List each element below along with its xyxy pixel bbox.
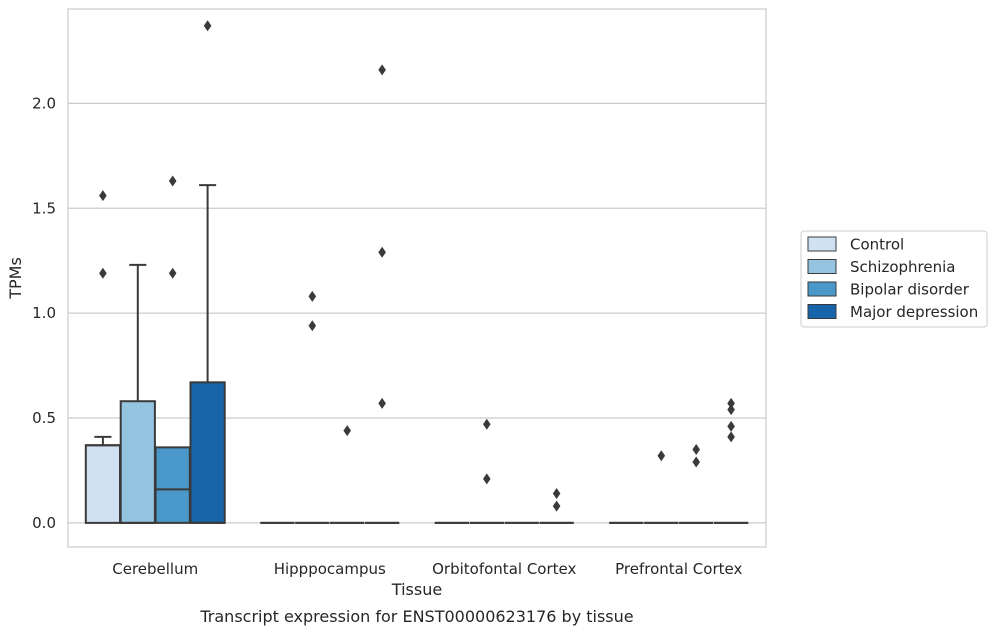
box-body <box>189 381 226 524</box>
outlier-point <box>483 473 491 485</box>
legend-label: Bipolar disorder <box>850 281 970 299</box>
y-tick-label: 2.0 <box>32 94 56 112</box>
outlier-point <box>727 420 735 432</box>
plot-frame <box>67 8 767 548</box>
legend-label: Major depression <box>850 303 978 321</box>
legend-swatch <box>807 304 837 319</box>
y-axis-ticks: 0.0 0.5 1.0 1.5 2.0 <box>32 94 56 531</box>
legend: Control Schizophrenia Bipolar disorder Majo… <box>800 230 988 328</box>
outlier-point <box>727 404 735 416</box>
box-3-2 <box>539 488 574 524</box>
box-3-1 <box>364 64 400 524</box>
box-body <box>84 444 122 524</box>
outlier-point <box>343 425 351 437</box>
x-tick-label: Cerebellum <box>112 560 198 578</box>
legend-frame <box>800 230 988 328</box>
outlier-point <box>378 246 386 258</box>
outlier-point <box>727 431 735 443</box>
box-2-3 <box>679 443 714 524</box>
legend-label: Schizophrenia <box>850 258 955 276</box>
outlier-point <box>378 64 386 76</box>
outlier-point <box>483 418 491 430</box>
y-axis-label: TPMs <box>6 257 25 300</box>
outlier-point <box>203 20 212 32</box>
box-1-2 <box>469 418 504 524</box>
legend-swatch <box>807 236 837 252</box>
legend-swatch <box>807 281 837 297</box>
box-2-0 <box>154 175 191 524</box>
box-3-0 <box>189 20 226 524</box>
outlier-point <box>308 290 317 302</box>
outlier-point <box>692 443 700 455</box>
outlier-point <box>308 320 317 332</box>
outlier-point <box>99 190 107 202</box>
y-tick-label: 1.5 <box>32 199 56 217</box>
outlier-point <box>552 500 561 512</box>
outlier-point <box>727 397 735 409</box>
outlier-point <box>657 450 666 462</box>
box-1-1 <box>295 290 330 524</box>
legend-swatch <box>807 259 837 274</box>
box-2-1 <box>330 425 365 524</box>
outlier-point <box>168 267 177 279</box>
x-tick-label: Prefrontal Cortex <box>615 560 742 578</box>
box-1-3 <box>644 450 679 524</box>
legend-label: Control <box>850 236 904 254</box>
x-tick-label: Orbitofontal Cortex <box>432 560 576 578</box>
box-body <box>119 400 156 524</box>
outlier-point <box>692 456 700 468</box>
box-3-3 <box>713 397 749 524</box>
x-axis-ticks: Cerebellum Hipppocampus Orbitofontal Corte… <box>112 560 742 578</box>
outlier-point <box>378 397 386 409</box>
y-tick-label: 0.5 <box>32 409 56 427</box>
y-tick-label: 0.0 <box>32 514 56 532</box>
outlier-point <box>99 267 107 279</box>
box-series <box>84 20 749 524</box>
outlier-point <box>552 488 561 500</box>
y-tick-label: 1.0 <box>32 304 56 322</box>
box-body <box>154 446 191 524</box>
x-tick-label: Hipppocampus <box>274 560 386 578</box>
x-axis-label: Tissue <box>391 580 442 599</box>
outlier-point <box>168 175 177 187</box>
chart-caption: Transcript expression for ENST0000062317… <box>199 607 633 626</box>
